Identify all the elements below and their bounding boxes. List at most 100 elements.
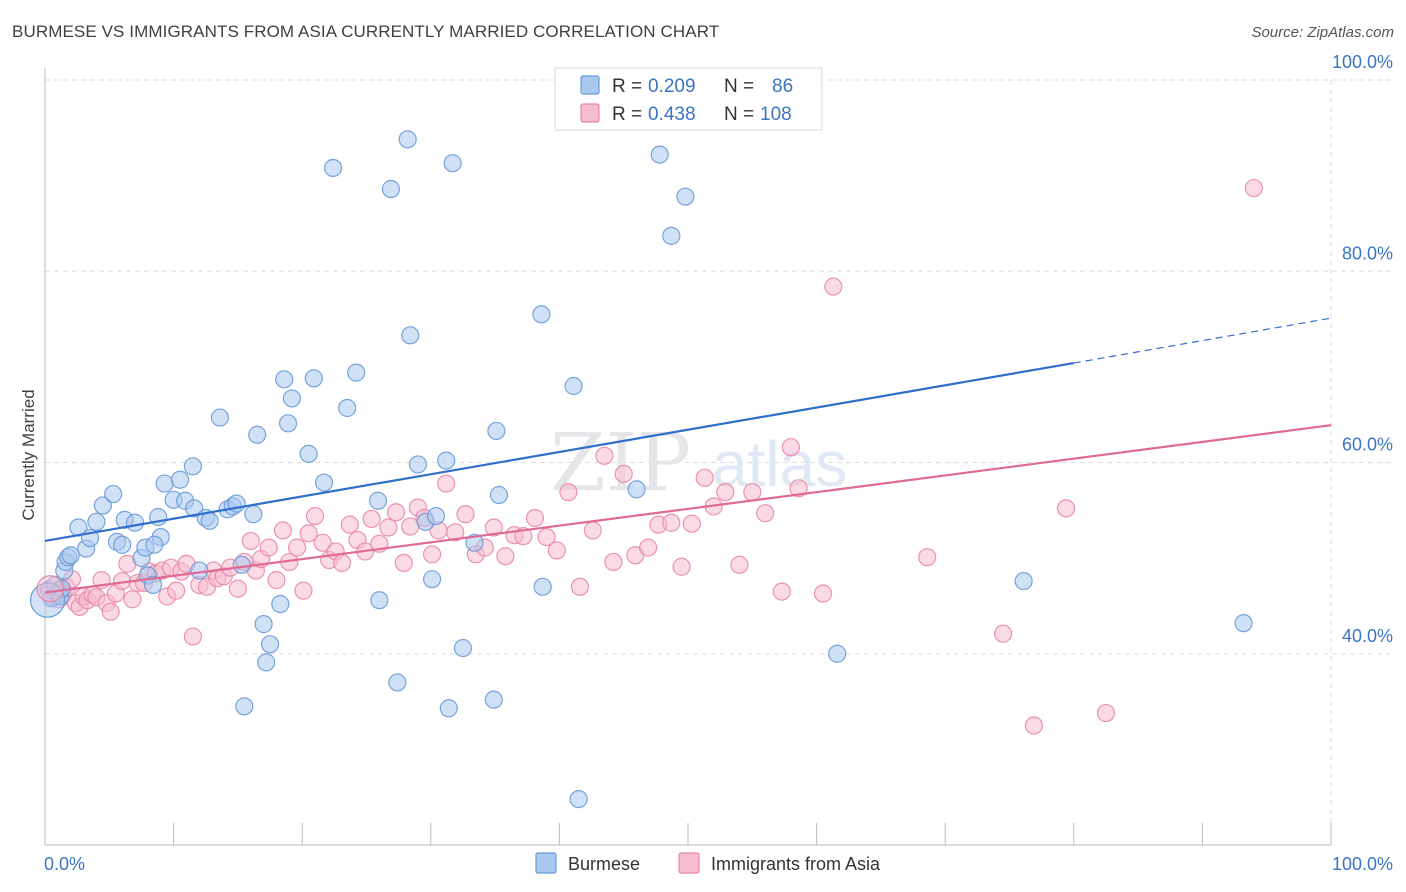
asia-point <box>123 590 142 609</box>
asia-point <box>824 277 843 296</box>
asia-point <box>386 503 406 522</box>
x-tick-label-min: 0.0% <box>44 854 85 874</box>
burmese-trend-line <box>44 361 1074 542</box>
burmese-point <box>125 513 145 532</box>
asia-point <box>394 553 413 573</box>
legend-box: R = 0.209 N = 86 R = 0.438 N = 108 <box>554 67 823 131</box>
burmese-trend-extension <box>1073 317 1332 364</box>
asia-point <box>496 547 515 566</box>
x-tick-labels: 0.0% 100.0% <box>44 854 1393 874</box>
y-tick-label: 60.0% <box>1342 435 1393 455</box>
burmese-point <box>145 535 164 554</box>
burmese-point <box>1014 571 1033 591</box>
asia-point <box>228 579 247 598</box>
asia-point <box>241 531 260 551</box>
burmese-point <box>401 326 420 345</box>
burmese-point <box>1234 614 1253 633</box>
watermark: ZIP atlas <box>550 416 847 509</box>
y-axis-title: Currently Married <box>19 389 38 520</box>
asia-point <box>781 438 800 457</box>
asia-point <box>1244 178 1263 198</box>
asia-point <box>756 504 775 523</box>
burmese-point <box>564 376 583 396</box>
asia-point <box>446 523 465 542</box>
burmese-point <box>93 496 112 515</box>
asia-point <box>1024 716 1044 735</box>
burmese-point <box>271 594 290 614</box>
asia-trend-line <box>44 424 1332 594</box>
burmese-point <box>61 546 80 565</box>
burmese-point <box>532 305 551 324</box>
asia-point <box>422 545 442 564</box>
asia-point <box>772 582 791 601</box>
burmese-point <box>370 591 389 610</box>
burmese-point <box>304 369 323 388</box>
legend-n-label-1: N = <box>724 76 754 97</box>
asia-point <box>813 584 833 603</box>
burmese-point <box>299 444 318 463</box>
burmese-point <box>388 673 407 692</box>
bottom-legend-swatch-burmese <box>535 852 557 874</box>
asia-point <box>743 483 762 502</box>
asia-point <box>695 468 714 487</box>
legend-swatch-burmese <box>580 75 600 95</box>
burmese-point <box>338 398 357 418</box>
burmese-point <box>676 187 695 206</box>
legend-n-value-1: 86 <box>772 76 793 97</box>
burmese-point <box>254 615 273 634</box>
burmese-point <box>437 451 456 470</box>
burmese-point <box>248 425 267 444</box>
asia-point <box>993 624 1013 643</box>
asia-point <box>1056 499 1076 518</box>
asia-point <box>537 527 556 547</box>
asia-point <box>672 557 691 576</box>
asia-point <box>379 518 398 537</box>
burmese-point <box>627 480 646 499</box>
asia-point <box>362 509 381 529</box>
burmese-point <box>368 491 388 510</box>
legend-swatch-asia <box>580 103 600 123</box>
burmese-point <box>443 154 462 173</box>
burmese-point <box>282 389 302 408</box>
burmese-point <box>170 470 190 489</box>
asia-point <box>570 577 590 596</box>
burmese-point <box>183 457 202 476</box>
burmese-point <box>190 561 209 580</box>
gridlines <box>45 79 1395 845</box>
burmese-point <box>465 533 484 552</box>
burmese-point <box>257 653 276 672</box>
asia-point <box>305 506 325 526</box>
asia-point <box>183 627 202 646</box>
asia-point <box>525 508 545 528</box>
burmese-point <box>398 130 417 149</box>
asia-point <box>604 552 623 572</box>
burmese-point <box>314 473 334 492</box>
x-tick-label-max: 100.0% <box>1332 854 1393 874</box>
legend-r-value-1: 0.209 <box>648 76 696 97</box>
asia-point <box>456 505 475 524</box>
asia-point <box>332 553 352 573</box>
burmese-point <box>426 506 446 526</box>
asia-point <box>595 446 614 465</box>
burmese-point <box>278 414 298 433</box>
asia-point <box>716 483 735 502</box>
legend-r-label-2: R = <box>612 104 642 125</box>
burmese-point <box>260 635 280 654</box>
burmese-point <box>381 179 401 199</box>
burmese-point <box>244 505 263 524</box>
asia-point <box>167 581 186 600</box>
bottom-legend-swatch-asia <box>678 852 700 874</box>
asia-point <box>294 581 313 600</box>
asia-point <box>287 538 307 557</box>
source-label: Source: ZipAtlas.com <box>1251 24 1394 41</box>
asia-point <box>789 479 808 498</box>
burmese-point <box>323 158 343 178</box>
burmese-point <box>453 638 473 658</box>
burmese-point <box>104 484 123 504</box>
burmese-point <box>828 644 847 663</box>
legend-r-value-2: 0.438 <box>648 104 696 125</box>
burmese-point <box>155 474 174 493</box>
chart-title: BURMESE VS IMMIGRANTS FROM ASIA CURRENTL… <box>12 22 720 41</box>
asia-point <box>273 521 293 540</box>
